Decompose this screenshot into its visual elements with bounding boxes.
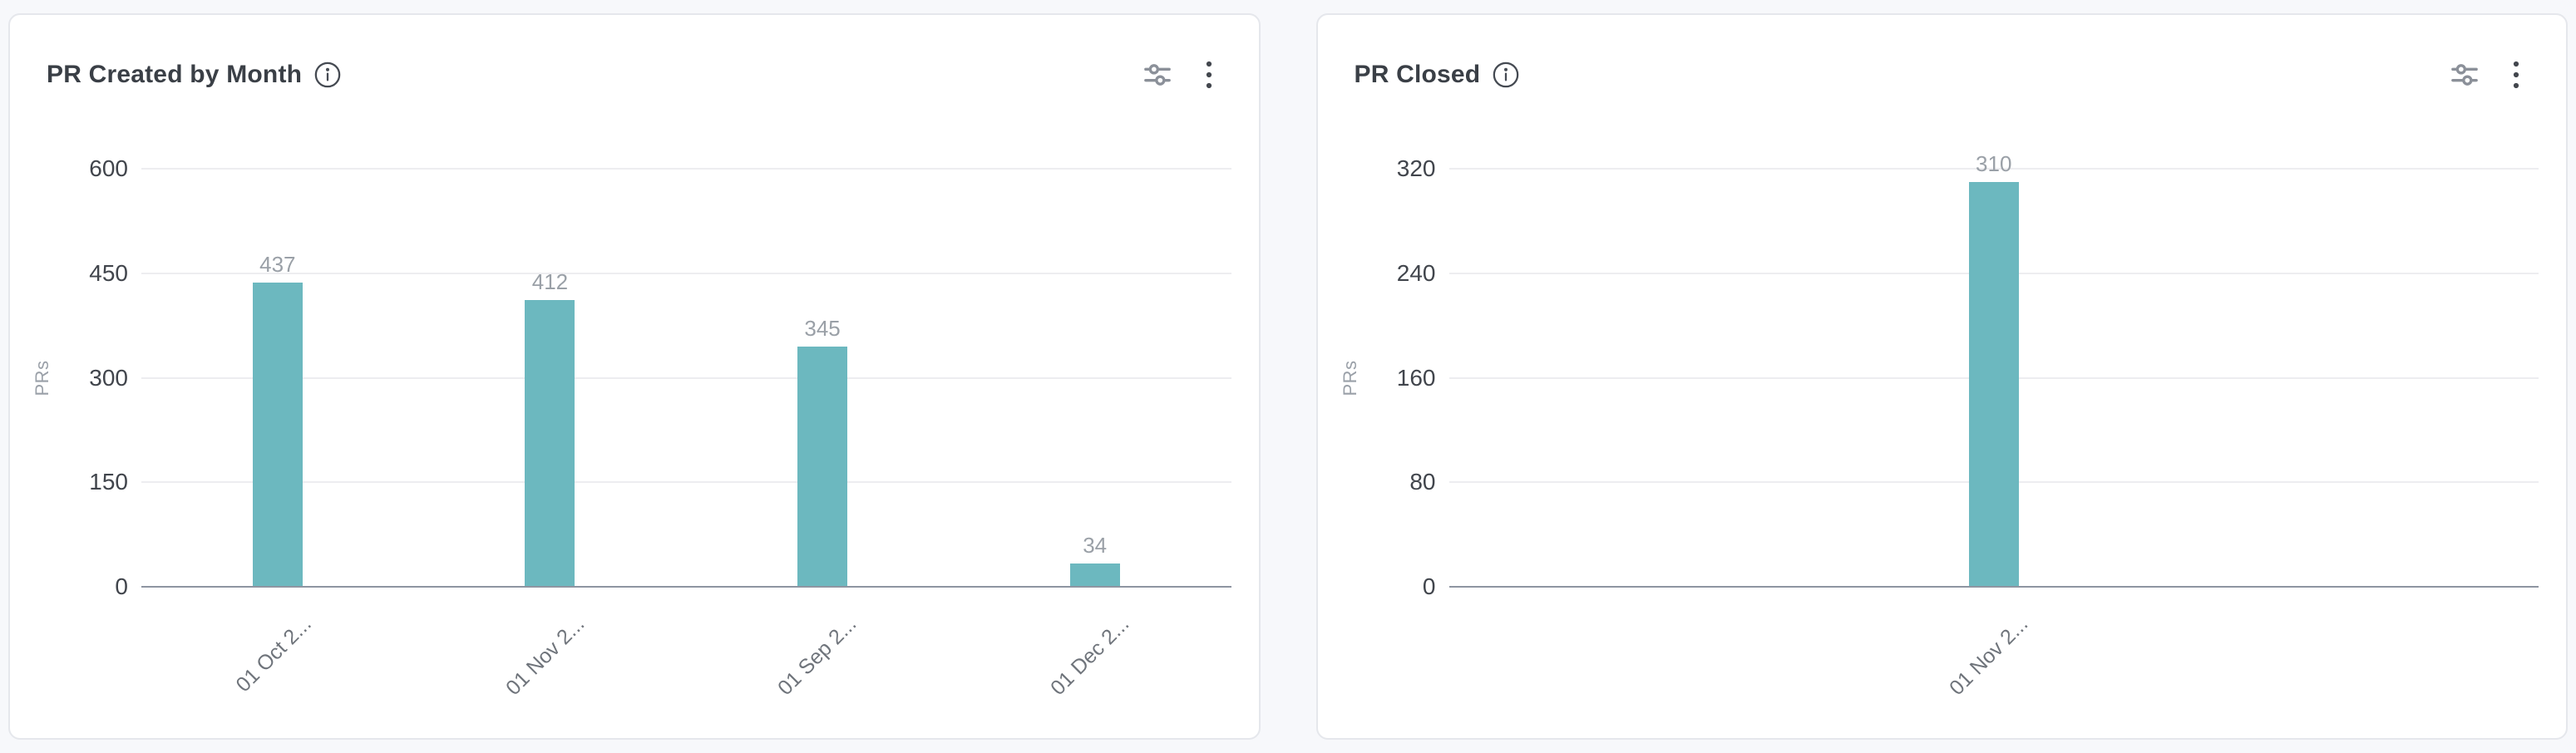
gridline: [141, 376, 1231, 379]
x-tick-label: 01 Sep 2...: [773, 612, 861, 701]
gridline: [141, 481, 1231, 484]
info-icon[interactable]: [1492, 61, 1520, 89]
x-tick-label: 01 Oct 2...: [231, 612, 317, 697]
bar-chart-pr-created-by-month: PRs 0 150 300 450 600 437 01 Oct 2... 412 01 Nov…: [32, 157, 1231, 700]
bar-chart-pr-closed: PRs 0 80 160 240 320 310 01 Nov 2...: [1340, 153, 2539, 700]
y-tick-label: 0: [1422, 573, 1436, 599]
bar[interactable]: [525, 299, 575, 587]
x-axis-line: [1448, 586, 2539, 588]
sliders-icon[interactable]: [1139, 58, 1176, 91]
pr-created-by-month-card: PR Created by Month: [8, 13, 1261, 740]
bar[interactable]: [252, 282, 303, 587]
y-axis-title: PRs: [32, 359, 52, 396]
card-header: PR Closed: [1318, 15, 2567, 91]
x-tick-label: 01 Nov 2...: [501, 612, 589, 700]
bar[interactable]: [1968, 181, 2019, 587]
x-tick-label: 01 Nov 2...: [1944, 612, 2033, 700]
y-tick-label: 300: [89, 364, 128, 391]
bar[interactable]: [797, 346, 848, 587]
card-header-actions: [1139, 58, 1212, 91]
x-axis-line: [141, 586, 1231, 588]
y-tick-label: 160: [1396, 364, 1436, 391]
y-tick-label: 320: [1396, 155, 1436, 181]
gridline: [141, 272, 1231, 274]
bar-value-label: 310: [1976, 150, 2012, 176]
y-axis-title: PRs: [1339, 359, 1360, 396]
gridline: [141, 168, 1231, 170]
card-title: PR Closed: [1354, 61, 1481, 88]
y-tick-label: 450: [89, 259, 128, 286]
gridline: [1448, 168, 2539, 170]
bar-value-label: 345: [804, 315, 841, 341]
info-icon[interactable]: [313, 61, 342, 89]
y-tick-label: 240: [1396, 259, 1436, 286]
bar[interactable]: [1069, 563, 1120, 587]
y-tick-label: 80: [1409, 469, 1436, 495]
card-title: PR Created by Month: [47, 61, 303, 88]
y-tick-label: 150: [89, 469, 128, 495]
card-header-actions: [2446, 58, 2519, 91]
bar-value-label: 34: [1083, 532, 1108, 558]
bar-value-label: 437: [259, 251, 296, 277]
bar-value-label: 412: [531, 268, 569, 294]
y-tick-label: 0: [115, 573, 128, 599]
kebab-menu-icon[interactable]: [1206, 61, 1212, 89]
y-tick-label: 600: [89, 155, 128, 181]
x-tick-label: 01 Dec 2...: [1045, 612, 1134, 700]
pr-closed-card: PR Closed: [1315, 13, 2568, 740]
card-header: PR Created by Month: [10, 15, 1259, 91]
sliders-icon[interactable]: [2446, 58, 2483, 91]
kebab-menu-icon[interactable]: [2513, 61, 2519, 89]
